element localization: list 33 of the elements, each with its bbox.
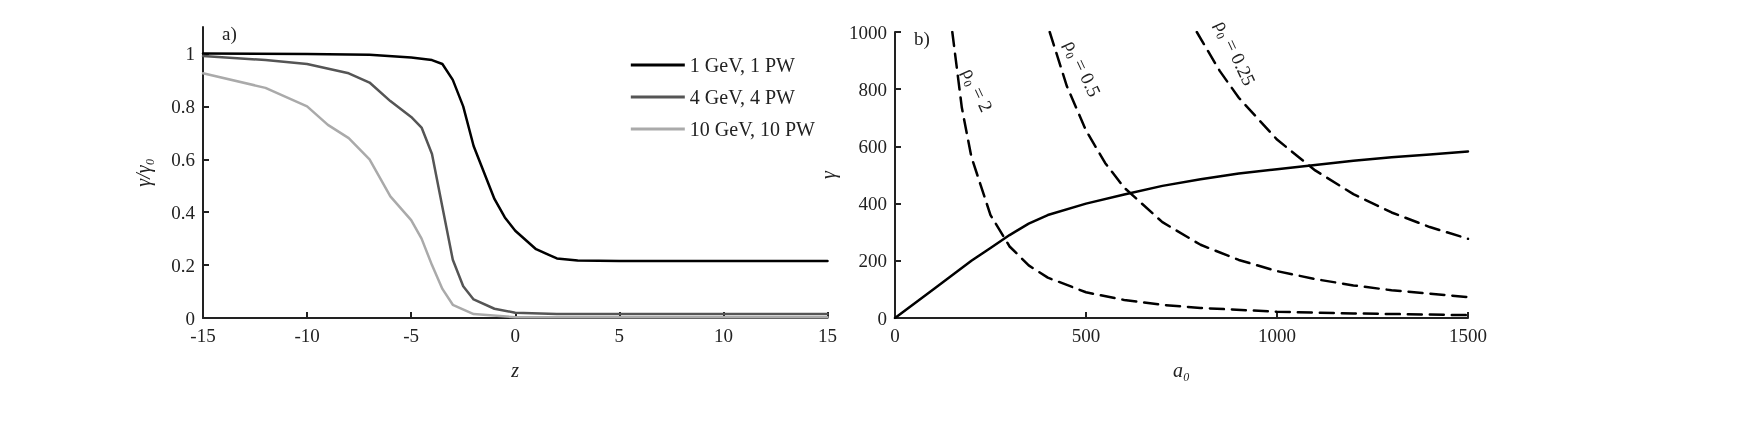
y-tick-label: 600: [858, 135, 887, 157]
x-tick-label: 1500: [1449, 325, 1487, 346]
x-axis-title: a₀: [1173, 359, 1191, 381]
text: ρ₀ = 0.25: [1211, 16, 1261, 89]
y-axis-title: γ/γ₀: [132, 158, 155, 187]
y-tick-label: 400: [858, 193, 887, 215]
y-tick-label: 0.4: [171, 201, 196, 223]
x-tick-label: 10: [713, 325, 733, 346]
y-tick-label: 200: [858, 250, 887, 272]
y-tick-label: 800: [858, 78, 887, 100]
legend-label: 1 GeV, 1 PW: [689, 54, 796, 76]
x-tick-label: 1000: [1258, 325, 1296, 346]
text: ρ₀ = 0.5: [1060, 36, 1106, 100]
text: ρ₀ = 2: [958, 64, 998, 115]
x-tick-label: 15: [818, 325, 837, 346]
x-tick-label: -5: [403, 325, 420, 346]
x-axis-title: z: [510, 359, 520, 381]
chart-title: a): [222, 23, 237, 45]
x-tick-label: 5: [614, 325, 625, 346]
y-tick-label: 0: [877, 307, 887, 329]
legend-label: 10 GeV, 10 PW: [689, 118, 816, 140]
y-axis-title: γ: [817, 169, 841, 179]
x-tick-label: 0: [510, 325, 520, 346]
legend-label: 4 GeV, 4 PW: [689, 86, 796, 108]
x-tick-label: 0: [890, 325, 900, 346]
y-tick-label: 0.8: [171, 95, 195, 117]
x-tick-label: 500: [1071, 325, 1101, 346]
y-tick-label: 0.6: [171, 148, 195, 170]
y-tick-label: 1000: [849, 21, 887, 43]
y-tick-label: 1: [185, 42, 195, 64]
x-tick-label: -10: [294, 325, 320, 346]
chart-title: b): [914, 28, 930, 50]
y-tick-label: 0.2: [171, 254, 195, 276]
